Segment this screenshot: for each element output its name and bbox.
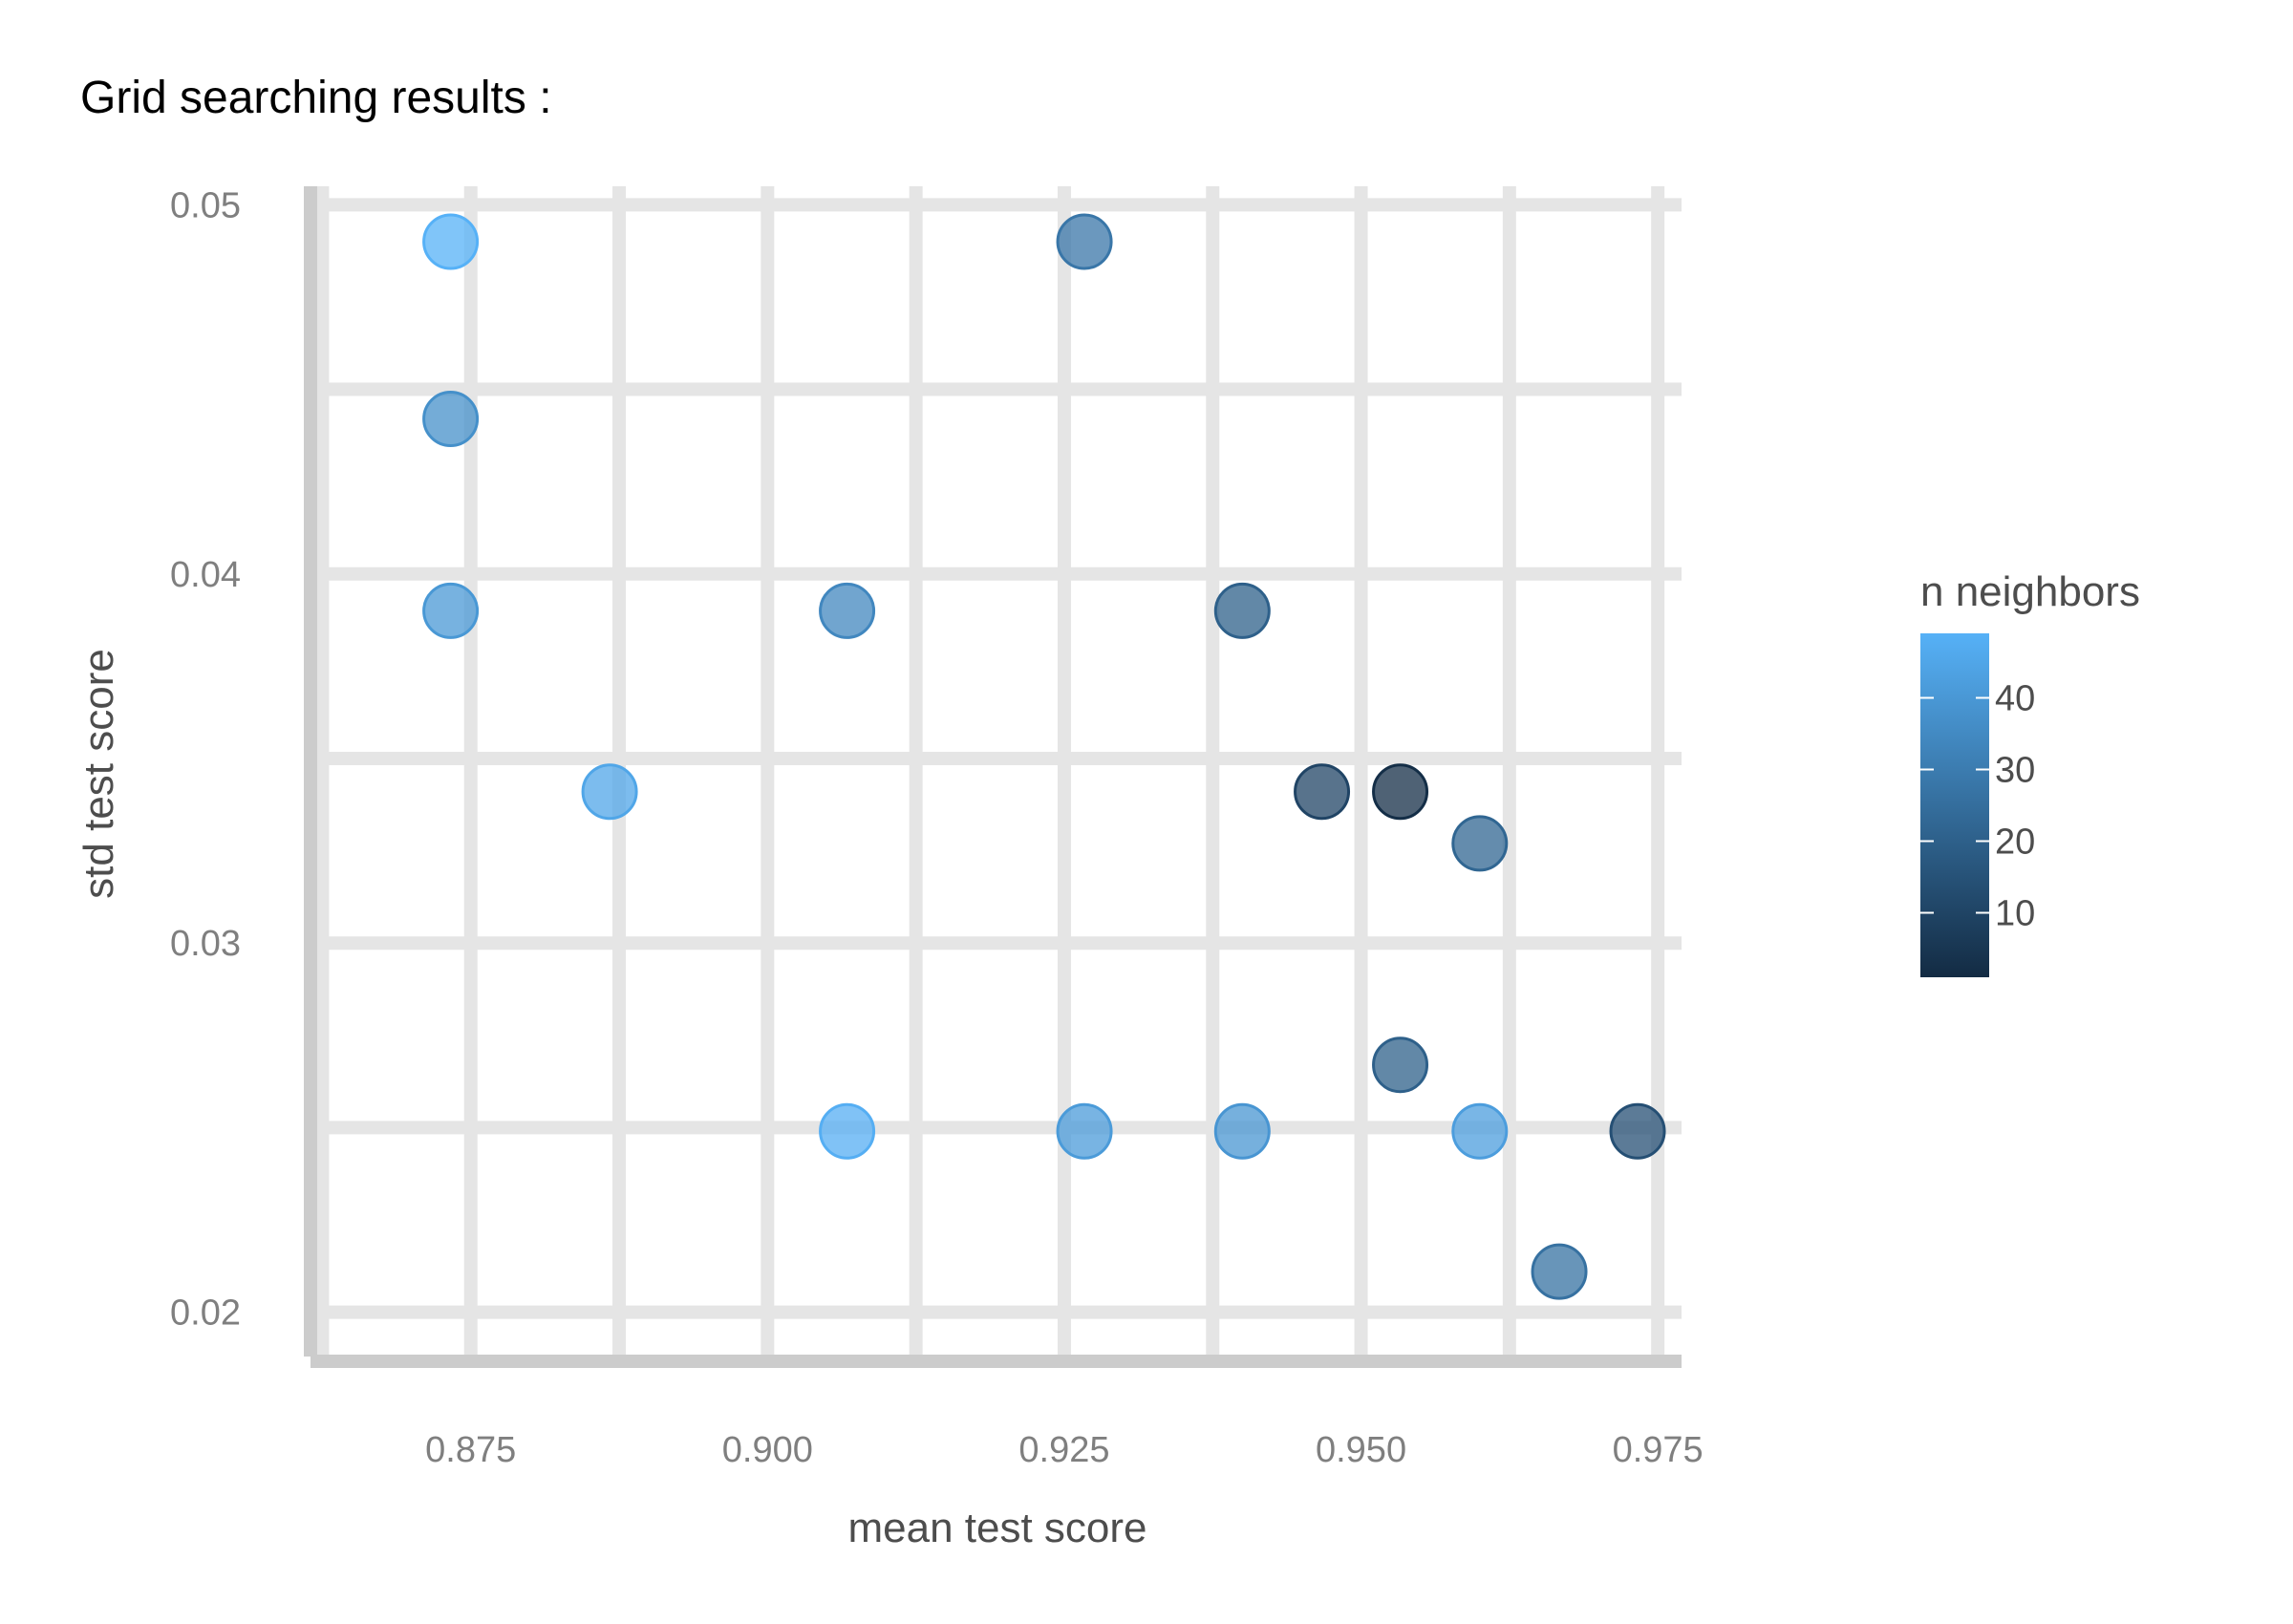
y-axis-title: std test score — [75, 649, 122, 899]
legend-title: n neighbors — [1920, 568, 2140, 615]
scatter-point — [1213, 1102, 1271, 1160]
x-tick-label: 0.900 — [722, 1430, 813, 1470]
y-tick-label: 0.05 — [170, 185, 241, 225]
legend-tick-label: 10 — [1995, 894, 2035, 934]
scatter-point — [1609, 1102, 1666, 1160]
x-tick-labels: 0.875 0.900 0.925 0.950 0.975 — [425, 1430, 1704, 1470]
grid-lines — [311, 186, 1682, 1357]
x-tick-label: 0.925 — [1018, 1430, 1109, 1470]
scatter-point — [819, 1102, 876, 1160]
scatter-point — [819, 582, 876, 639]
scatter-point — [422, 390, 480, 447]
data-points — [422, 213, 1666, 1300]
scatter-point — [1056, 213, 1113, 270]
x-axis-title: mean test score — [847, 1505, 1146, 1551]
scatter-point — [422, 582, 480, 639]
legend-ticks: 10 20 30 40 — [1920, 679, 2035, 934]
legend-tick-label: 30 — [1995, 751, 2035, 791]
chart-title: Grid searching results : — [80, 73, 552, 123]
scatter-point — [1213, 582, 1271, 639]
legend-tick-label: 20 — [1995, 823, 2035, 863]
y-tick-label: 0.04 — [170, 555, 241, 595]
y-tick-label: 0.03 — [170, 924, 241, 964]
scatter-point — [422, 213, 480, 270]
x-tick-label: 0.875 — [425, 1430, 516, 1470]
scatter-point — [1294, 763, 1351, 821]
x-tick-label: 0.950 — [1316, 1430, 1406, 1470]
legend-colorbar — [1920, 633, 1989, 977]
color-legend: n neighbors 10 20 30 40 — [1920, 568, 2140, 977]
scatter-point — [1372, 763, 1429, 821]
scatter-point — [1056, 1102, 1113, 1160]
scatter-point — [581, 763, 638, 821]
x-tick-label: 0.975 — [1613, 1430, 1704, 1470]
legend-tick-label: 40 — [1995, 679, 2035, 719]
scatter-point — [1451, 815, 1509, 872]
axes — [304, 186, 1682, 1368]
y-tick-labels: 0.02 0.03 0.04 0.05 — [170, 185, 241, 1333]
y-tick-label: 0.02 — [170, 1293, 241, 1334]
scatter-point — [1531, 1243, 1588, 1300]
scatter-point — [1372, 1036, 1429, 1094]
scatter-point — [1451, 1102, 1509, 1160]
